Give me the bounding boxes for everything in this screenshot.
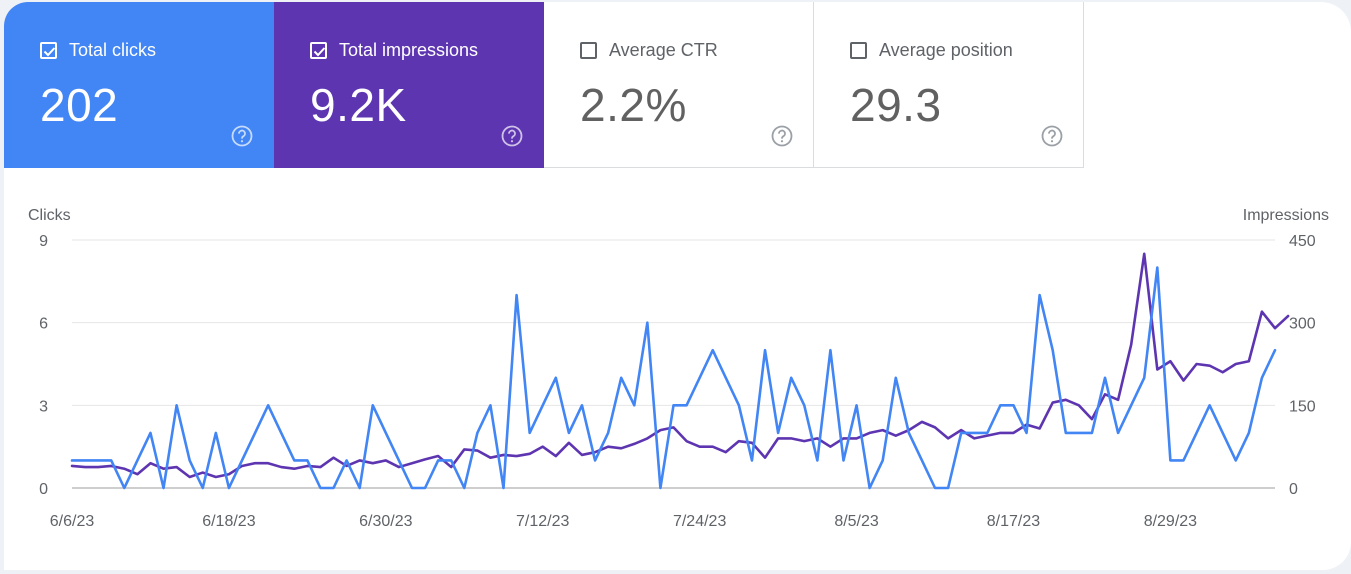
x-tick: 6/30/23 bbox=[359, 513, 412, 530]
y-tick-right: 0 bbox=[1289, 481, 1298, 498]
help-icon[interactable] bbox=[771, 125, 793, 147]
metric-label: Total impressions bbox=[339, 40, 479, 60]
y-ticks-right: 0 150 300 450 bbox=[1289, 233, 1316, 498]
help-icon[interactable] bbox=[1041, 125, 1063, 147]
y-tick-right: 150 bbox=[1289, 398, 1316, 415]
y-tick-left: 9 bbox=[39, 233, 48, 250]
y-tick-left: 0 bbox=[39, 481, 48, 498]
metric-value: 29.3 bbox=[850, 79, 942, 131]
x-tick: 8/29/23 bbox=[1144, 513, 1197, 530]
metric-average-ctr[interactable]: Average CTR 2.2% bbox=[544, 2, 814, 168]
x-tick: 6/6/23 bbox=[50, 513, 95, 530]
chart-series bbox=[70, 252, 1290, 490]
x-ticks: 6/6/23 6/18/23 6/30/23 7/12/23 7/24/23 8/5/23… bbox=[50, 513, 1197, 530]
metric-total-clicks[interactable]: Total clicks 202 bbox=[4, 2, 274, 168]
metric-total-impressions[interactable]: Total impressions 9.2K bbox=[274, 2, 544, 168]
help-icon[interactable] bbox=[231, 125, 253, 147]
metric-tiles: Total clicks 202 Total impressions 9.2K bbox=[4, 2, 1084, 168]
metric-average-position[interactable]: Average position 29.3 bbox=[814, 2, 1084, 168]
chart-grid bbox=[72, 239, 1275, 489]
y-tick-left: 6 bbox=[39, 316, 48, 333]
performance-chart[interactable]: Clicks Impressions 0 3 6 9 0 150 300 450 6/6/2… bbox=[4, 2, 1351, 570]
help-icon[interactable] bbox=[501, 125, 523, 147]
y-axis-label-left: Clicks bbox=[28, 207, 71, 224]
clicks-line bbox=[70, 266, 1277, 490]
x-tick: 6/18/23 bbox=[202, 513, 255, 530]
x-tick: 8/17/23 bbox=[987, 513, 1040, 530]
metric-label: Average CTR bbox=[609, 40, 718, 60]
performance-card: Total clicks 202 Total impressions 9.2K bbox=[4, 2, 1351, 570]
metric-label: Average position bbox=[879, 40, 1013, 60]
y-tick-left: 3 bbox=[39, 398, 48, 415]
x-tick: 7/24/23 bbox=[673, 513, 726, 530]
checkbox-checked-icon[interactable] bbox=[310, 42, 327, 59]
x-tick: 8/5/23 bbox=[834, 513, 879, 530]
metric-label: Total clicks bbox=[69, 40, 157, 60]
y-axis-label-right: Impressions bbox=[1243, 207, 1329, 224]
checkbox-unchecked-icon[interactable] bbox=[580, 42, 597, 59]
metric-value: 202 bbox=[40, 79, 119, 131]
impressions-line bbox=[70, 252, 1290, 479]
x-tick: 7/12/23 bbox=[516, 513, 569, 530]
checkbox-unchecked-icon[interactable] bbox=[850, 42, 867, 59]
y-tick-right: 300 bbox=[1289, 316, 1316, 333]
y-ticks-left: 0 3 6 9 bbox=[39, 233, 48, 498]
metric-value: 9.2K bbox=[310, 79, 407, 131]
checkbox-checked-icon[interactable] bbox=[40, 42, 57, 59]
metric-value: 2.2% bbox=[580, 79, 687, 131]
y-tick-right: 450 bbox=[1289, 233, 1316, 250]
